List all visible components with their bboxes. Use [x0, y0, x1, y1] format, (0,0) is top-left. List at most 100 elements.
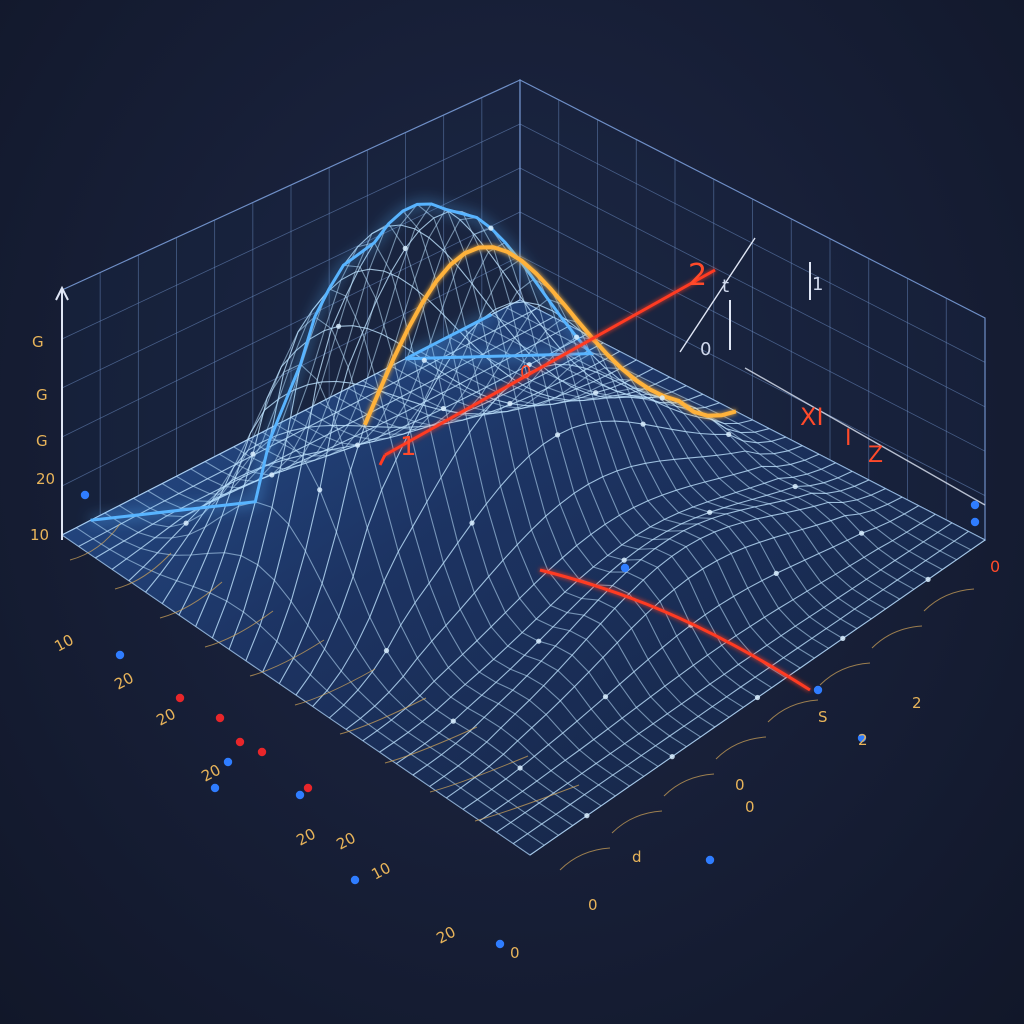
data-dot — [115, 650, 125, 660]
mesh-dot — [450, 718, 456, 724]
mesh-dot — [593, 390, 599, 396]
mesh-line-v — [519, 299, 986, 541]
data-dot — [210, 783, 220, 793]
mesh-line-v — [61, 534, 531, 856]
mesh-dot — [317, 487, 323, 493]
mesh-dot — [602, 694, 609, 700]
data-dot — [813, 685, 823, 695]
mesh-dot — [383, 648, 390, 654]
data-dot — [970, 517, 980, 527]
mesh-dot — [754, 694, 761, 701]
data-dot — [495, 939, 505, 949]
guide-line — [339, 697, 427, 735]
curve-mark-label: 0 — [520, 362, 531, 383]
guide-line — [114, 552, 172, 590]
data-dot — [857, 733, 867, 743]
front-right-tick-label: 0 — [745, 798, 755, 816]
mesh-line-v — [119, 439, 588, 817]
mesh-dot — [183, 520, 189, 526]
axis-brackets — [55, 237, 986, 540]
left-axis-label: G — [36, 386, 48, 404]
guide-line — [474, 784, 580, 822]
mesh-dot — [640, 421, 646, 427]
left-axis-label: G — [32, 333, 44, 351]
wall-mark-label: 0 — [700, 339, 711, 360]
front-right-tick-label: d — [632, 848, 642, 866]
mesh-line-v — [190, 242, 659, 767]
front-left-tick-label: 20 — [153, 705, 178, 730]
guide-line — [69, 523, 121, 561]
floor-guide-lines — [69, 523, 975, 871]
wall-grid-line — [61, 255, 521, 487]
data-dot — [303, 783, 313, 793]
mesh-dot — [707, 509, 713, 515]
mesh-line-v — [75, 527, 545, 846]
mesh-dot — [773, 570, 779, 577]
mesh-dot — [421, 357, 427, 363]
highlight-curve — [363, 245, 737, 426]
mesh-line-v — [505, 306, 972, 551]
mesh-line-v — [90, 519, 559, 836]
wall-grid-line — [519, 255, 986, 496]
guide-line — [429, 755, 529, 793]
guide-line — [819, 662, 871, 686]
wall-mark-label: 1 — [812, 274, 823, 295]
data-dots — [80, 490, 980, 949]
guide-line — [559, 847, 611, 871]
back-grid-walls — [61, 79, 986, 541]
red-axis-line — [378, 268, 811, 692]
front-left-tick-label: 20 — [433, 923, 458, 948]
curve-mark-label: 2 — [688, 258, 707, 293]
right-side-label: 0 — [990, 557, 1000, 576]
mesh-dot — [726, 431, 732, 437]
wall-mark-label: t — [722, 276, 729, 297]
mesh-dot — [526, 362, 532, 368]
right-side-label: XI — [800, 403, 824, 431]
guide-line — [871, 625, 923, 649]
mesh-dot — [440, 405, 446, 412]
data-dot — [705, 855, 715, 865]
data-dot — [80, 490, 90, 500]
data-dot — [215, 713, 225, 723]
front-right-tick-label: 0 — [510, 944, 520, 962]
mesh-dot — [669, 754, 675, 760]
mesh-line-v — [319, 259, 787, 679]
guide-line — [159, 581, 223, 619]
mesh-dot — [507, 400, 513, 407]
left-axis-label: 20 — [36, 470, 55, 488]
mesh-line-v — [462, 328, 929, 580]
left-axis-label: 10 — [30, 526, 49, 544]
guide-line — [249, 639, 325, 677]
wall-grid-line — [519, 211, 986, 452]
right-side-label: Z — [868, 443, 883, 468]
mesh-line-v — [233, 203, 701, 738]
mesh-line-v — [133, 363, 602, 807]
front-left-tick-label: 20 — [111, 669, 136, 694]
wall-grid-line — [519, 123, 986, 363]
front-left-tick-label: 20 — [333, 829, 358, 854]
guide-line — [663, 773, 715, 797]
wave-surface — [61, 202, 986, 856]
mesh-line-v — [104, 501, 574, 826]
mesh-dot — [355, 442, 361, 448]
mesh-dot — [792, 483, 798, 490]
mesh-dot — [659, 395, 665, 401]
mesh-line-v — [476, 321, 943, 570]
wall-grid-line — [61, 123, 521, 340]
front-left-tick-label: 20 — [293, 825, 318, 850]
mesh-dot — [536, 638, 542, 644]
mesh-dot — [574, 334, 580, 340]
mesh-dot — [840, 635, 846, 642]
data-dot — [235, 737, 245, 747]
guide-line — [611, 810, 663, 834]
guide-line — [923, 588, 975, 612]
front-right-tick-label: 0 — [735, 776, 745, 794]
front-right-tick-label: S — [818, 708, 828, 726]
mesh-line-v — [305, 241, 772, 689]
mesh-points — [183, 225, 931, 819]
data-dot — [175, 693, 185, 703]
mesh-dot — [488, 225, 494, 231]
mesh-dot — [555, 432, 561, 438]
mesh-dot — [925, 576, 931, 583]
